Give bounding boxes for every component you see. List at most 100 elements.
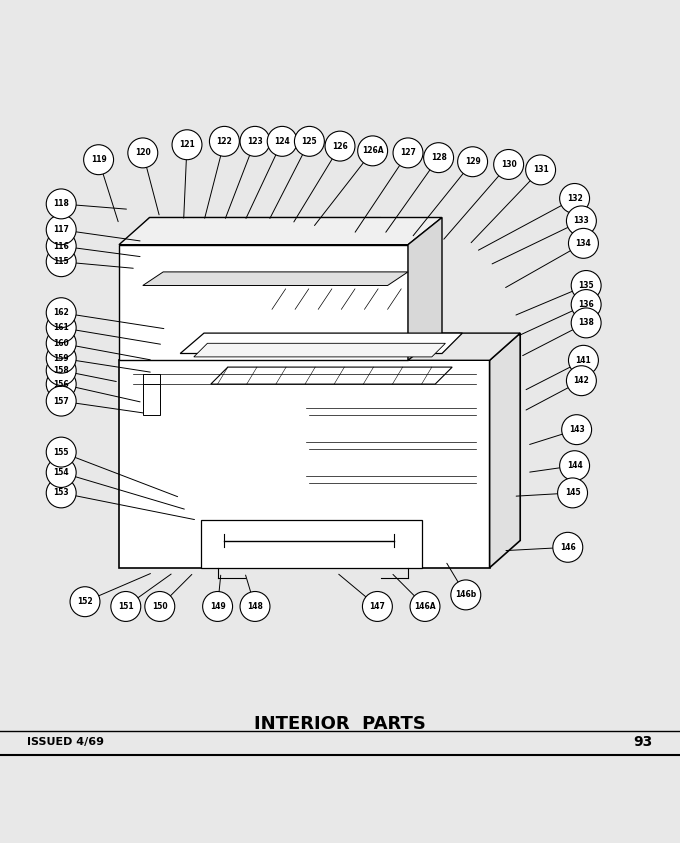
Circle shape [128,138,158,168]
Circle shape [46,298,76,328]
Circle shape [325,132,355,161]
Text: 145: 145 [565,488,580,497]
Bar [143,374,160,405]
Text: 162: 162 [53,309,69,317]
Text: 125: 125 [302,137,317,146]
Polygon shape [122,217,408,244]
Circle shape [267,126,297,156]
Circle shape [294,126,324,156]
Text: 155: 155 [54,448,69,457]
Circle shape [240,592,270,621]
Circle shape [46,215,76,244]
Circle shape [46,386,76,416]
Circle shape [111,592,141,621]
Text: 141: 141 [575,356,592,365]
Text: 143: 143 [568,425,585,434]
Text: 146: 146 [560,543,576,552]
Text: 156: 156 [54,379,69,389]
Circle shape [566,206,596,236]
Text: 146b: 146b [455,590,477,599]
Circle shape [451,580,481,609]
Text: 150: 150 [152,602,167,611]
Text: 131: 131 [532,165,549,175]
Polygon shape [201,520,422,567]
Circle shape [46,343,76,373]
Circle shape [571,271,601,300]
Text: 136: 136 [578,300,594,309]
Text: 160: 160 [53,339,69,348]
Text: 132: 132 [566,194,583,203]
Text: 144: 144 [566,461,583,470]
Circle shape [46,231,76,261]
Polygon shape [408,217,442,360]
Circle shape [410,592,440,621]
Circle shape [494,149,524,180]
Circle shape [560,184,590,213]
Text: 119: 119 [90,155,107,164]
Circle shape [46,247,76,277]
Text: 135: 135 [579,281,594,290]
Text: 157: 157 [53,396,69,405]
Circle shape [203,592,233,621]
Text: 127: 127 [400,148,416,158]
Text: 126A: 126A [362,147,384,155]
Text: 93: 93 [634,735,653,749]
Polygon shape [490,333,520,567]
Text: INTERIOR  PARTS: INTERIOR PARTS [254,715,426,733]
Text: 142: 142 [573,376,590,385]
Text: 134: 134 [575,239,592,248]
Polygon shape [180,333,462,353]
Polygon shape [119,244,408,360]
Circle shape [240,126,270,156]
Circle shape [568,346,598,375]
Circle shape [560,451,590,481]
Circle shape [558,478,588,507]
Polygon shape [143,272,408,286]
Text: 148: 148 [247,602,263,611]
Circle shape [358,136,388,166]
Text: 122: 122 [216,137,233,146]
Circle shape [46,478,76,507]
Text: 152: 152 [78,597,92,606]
Circle shape [46,189,76,219]
Polygon shape [211,367,452,384]
Circle shape [70,587,100,617]
Text: 161: 161 [53,323,69,332]
Polygon shape [119,360,490,567]
Circle shape [46,369,76,399]
Circle shape [562,415,592,444]
Circle shape [458,147,488,177]
Text: 115: 115 [54,257,69,266]
Text: 159: 159 [54,354,69,362]
Text: 120: 120 [135,148,151,158]
Text: 123: 123 [247,137,263,146]
Text: 151: 151 [118,602,133,611]
Text: 133: 133 [573,217,590,225]
Text: 146A: 146A [414,602,436,611]
Text: 149: 149 [209,602,226,611]
Text: 158: 158 [53,366,69,375]
Circle shape [46,438,76,467]
Text: 118: 118 [53,200,69,208]
Text: ISSUED 4/69: ISSUED 4/69 [27,738,104,748]
Text: 138: 138 [578,319,594,327]
Text: 128: 128 [430,153,447,162]
Circle shape [46,356,76,385]
Text: 129: 129 [464,158,481,166]
Circle shape [553,532,583,562]
Circle shape [566,366,596,395]
Text: 124: 124 [274,137,290,146]
Circle shape [84,145,114,175]
Circle shape [526,155,556,185]
Text: 130: 130 [500,160,517,169]
Circle shape [393,138,423,168]
Polygon shape [194,343,445,357]
Text: 117: 117 [53,225,69,234]
Circle shape [46,328,76,358]
Circle shape [571,290,601,319]
Text: 121: 121 [179,140,195,149]
Text: 154: 154 [54,468,69,477]
Circle shape [362,592,392,621]
Circle shape [46,458,76,487]
Circle shape [209,126,239,156]
